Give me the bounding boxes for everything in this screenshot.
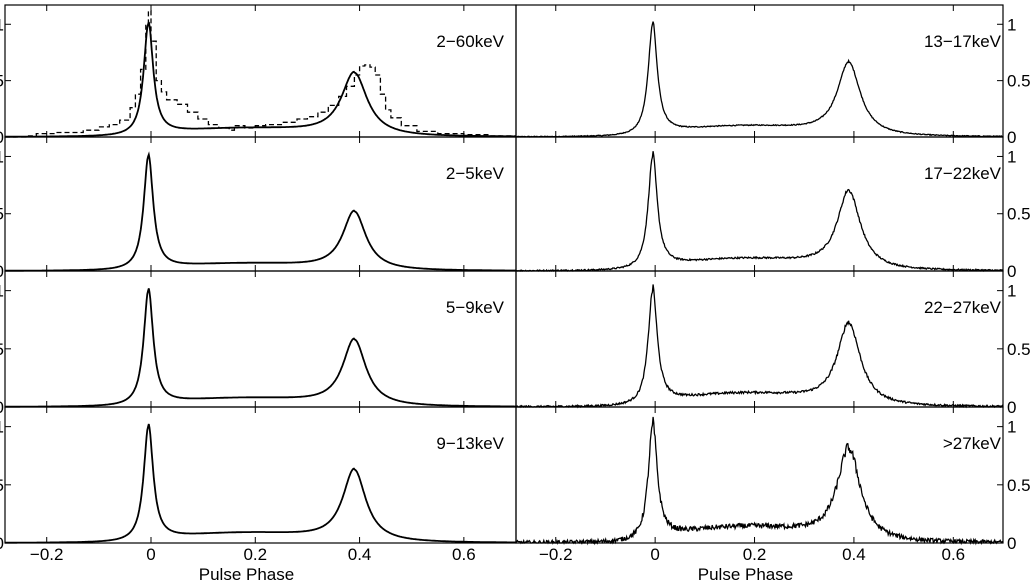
panel-frame-4 <box>515 4 1004 138</box>
panel-label: 22−27keV <box>924 298 1002 317</box>
panel-frame-6 <box>515 270 1004 408</box>
panel-label: 5−9keV <box>446 298 505 317</box>
y-tick-label: 0 <box>0 262 4 281</box>
panel-label: 17−22keV <box>924 164 1002 183</box>
y-tick-label: 1 <box>0 282 4 301</box>
y-tick-label: 1 <box>1007 15 1016 34</box>
y-tick-label: 0.5 <box>1007 476 1031 495</box>
y-tick-label: 0 <box>1007 534 1016 553</box>
panel-label: 9−13keV <box>436 434 504 453</box>
pulse-profile-curve-1 <box>5 151 516 272</box>
panel-label: 13−17keV <box>924 32 1002 51</box>
panel-frame-1 <box>4 136 517 272</box>
pulse-profile-curve-0 <box>5 21 516 138</box>
y-tick-label: 0.5 <box>1007 205 1031 224</box>
panel-frame-3 <box>4 406 517 544</box>
y-tick-label: 0.5 <box>0 476 4 495</box>
panel-frame-0 <box>4 4 517 138</box>
pulse-profile-curve-4 <box>515 21 1003 138</box>
y-tick-label: 0 <box>1007 128 1016 147</box>
y-tick-label: 0 <box>0 128 4 147</box>
x-tick-label: 0.2 <box>243 545 267 564</box>
x-tick-label: 0.4 <box>842 545 866 564</box>
y-tick-label: 1 <box>1007 282 1016 301</box>
panel-frame-7 <box>515 406 1004 544</box>
y-tick-label: 1 <box>0 418 4 437</box>
y-tick-label: 0 <box>0 398 4 417</box>
y-tick-label: 0.5 <box>0 340 4 359</box>
x-tick-label: 0 <box>146 545 155 564</box>
panel-frame-5 <box>515 136 1004 272</box>
panel-label: 2−5keV <box>446 164 505 183</box>
x-axis-title: Pulse Phase <box>199 565 294 583</box>
y-tick-label: 1 <box>0 147 4 166</box>
x-tick-label: 0.2 <box>743 545 767 564</box>
y-tick-label: 0.5 <box>1007 340 1031 359</box>
x-tick-label: 0.4 <box>348 545 372 564</box>
x-tick-label: −0.2 <box>539 545 573 564</box>
panel-label: 2−60keV <box>436 32 504 51</box>
pulse-profile-curve-3 <box>5 423 516 544</box>
y-tick-label: 1 <box>0 15 4 34</box>
panel-label: >27keV <box>943 434 1002 453</box>
y-tick-label: 0.5 <box>0 72 4 91</box>
y-tick-label: 1 <box>1007 418 1016 437</box>
pulse-profile-curve-5 <box>516 151 1004 272</box>
y-tick-label: 0 <box>1007 398 1016 417</box>
x-tick-label: −0.2 <box>30 545 64 564</box>
x-tick-label: 0 <box>650 545 659 564</box>
y-tick-label: 0 <box>1007 262 1016 281</box>
y-tick-label: 0 <box>0 534 4 553</box>
y-tick-label: 1 <box>1007 147 1016 166</box>
comparison-histogram-line <box>5 10 516 138</box>
x-tick-label: 0.6 <box>941 545 965 564</box>
pulse-profile-curve-2 <box>5 288 516 408</box>
x-tick-label: 0.6 <box>452 545 476 564</box>
y-tick-label: 0.5 <box>1007 72 1031 91</box>
pulse-profile-curve-7 <box>515 416 1004 546</box>
pulse-profile-curve-6 <box>515 284 1004 409</box>
panel-frame-2 <box>4 270 517 408</box>
y-tick-label: 0.5 <box>0 205 4 224</box>
x-axis-title: Pulse Phase <box>698 565 793 583</box>
